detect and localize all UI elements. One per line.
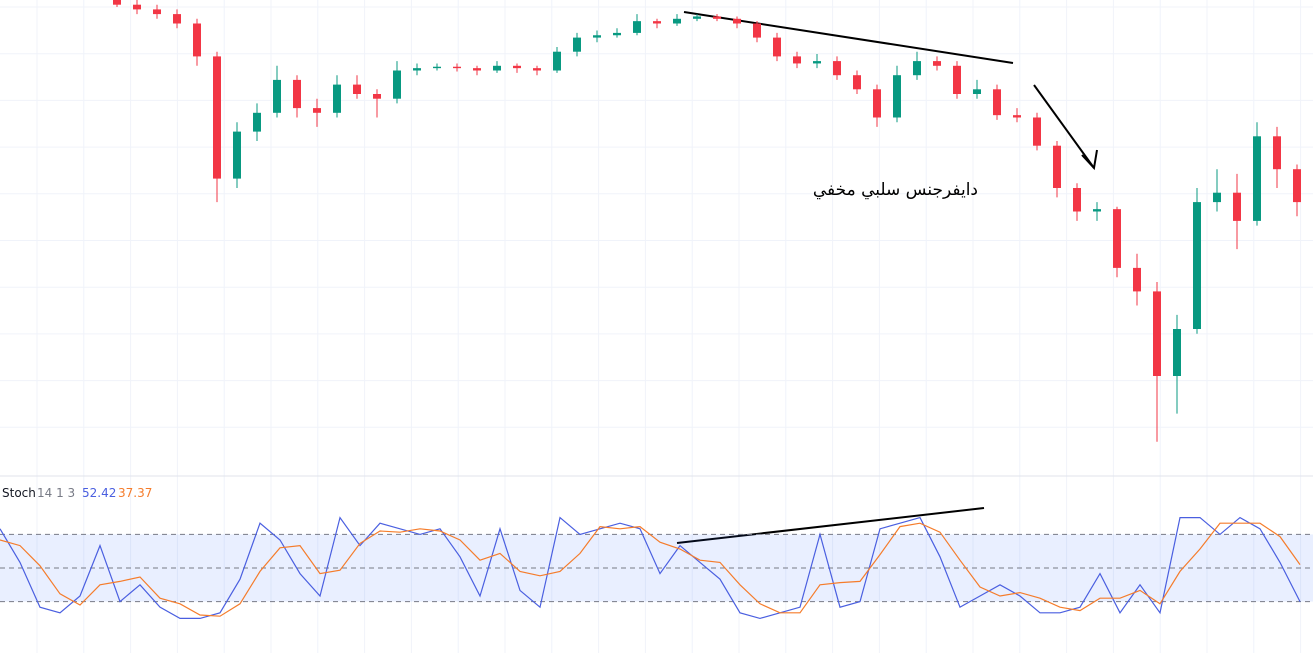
arrow-head	[1081, 149, 1098, 171]
candle-body	[273, 79, 281, 113]
candle-body	[633, 21, 641, 33]
candle-body	[753, 23, 761, 38]
candle-body	[593, 35, 601, 38]
candle-body	[1013, 115, 1021, 118]
indicator-title: Stoch	[2, 486, 36, 500]
candle-body	[1093, 209, 1101, 212]
candle-body	[573, 37, 581, 52]
candle-body	[1033, 117, 1041, 146]
candle-body	[213, 56, 221, 179]
candle-body	[1253, 136, 1261, 221]
candle-body	[1173, 329, 1181, 376]
candle-body	[1213, 192, 1221, 203]
annotation: دايفرجنس سلبي مخفي	[813, 180, 978, 200]
candle-body	[713, 16, 721, 19]
candle-body	[653, 21, 661, 24]
stoch-line	[0, 522, 1301, 617]
stoch-line	[0, 516, 1301, 620]
candle-body	[873, 89, 881, 118]
candle-body	[613, 32, 621, 36]
candle-body	[193, 23, 201, 57]
candle-body	[553, 51, 561, 71]
candle-body	[1273, 136, 1281, 170]
candle-body	[493, 65, 501, 71]
candle-body	[793, 56, 801, 64]
candle-body	[1113, 209, 1121, 268]
candle-body	[1293, 169, 1301, 203]
candle-body	[1053, 145, 1061, 188]
candle-body	[133, 4, 141, 10]
candle-body	[913, 61, 921, 76]
candle-body	[853, 75, 861, 90]
candle-body	[1133, 267, 1141, 292]
candle-body	[413, 68, 421, 71]
candle-body	[1193, 202, 1201, 329]
candle-body	[333, 84, 341, 113]
candle-body	[533, 68, 541, 71]
candle-body	[233, 131, 241, 179]
candle-body	[453, 66, 461, 69]
candle-body	[1233, 192, 1241, 221]
legend-value: 52.42	[82, 486, 116, 500]
indicator-params: 14 1 3	[37, 486, 75, 500]
candle-body	[253, 112, 261, 132]
candle-body	[973, 89, 981, 94]
candle-body	[813, 61, 821, 64]
candle-body	[353, 84, 361, 94]
candle-body	[1073, 188, 1081, 212]
candle-body	[773, 37, 781, 57]
legend-value: 37.37	[118, 486, 152, 500]
candle-body	[113, 0, 121, 5]
candle-body	[993, 89, 1001, 116]
candle-body	[473, 68, 481, 71]
candle-body	[893, 75, 901, 118]
candle-body	[313, 108, 321, 113]
candle-body	[393, 70, 401, 99]
candle-body	[153, 9, 161, 15]
candle-body	[293, 79, 301, 109]
candle-body	[673, 18, 681, 24]
candle-body	[513, 65, 521, 69]
candle-body	[833, 61, 841, 76]
candle-body	[733, 18, 741, 24]
candle-body	[693, 16, 701, 19]
candle-body	[373, 94, 381, 99]
candle-body	[433, 66, 441, 69]
candle-body	[933, 61, 941, 66]
trend-line	[676, 507, 985, 544]
arrow	[1033, 84, 1095, 169]
candle-body	[173, 14, 181, 24]
candle-body	[953, 65, 961, 94]
candle-body	[1153, 291, 1161, 376]
